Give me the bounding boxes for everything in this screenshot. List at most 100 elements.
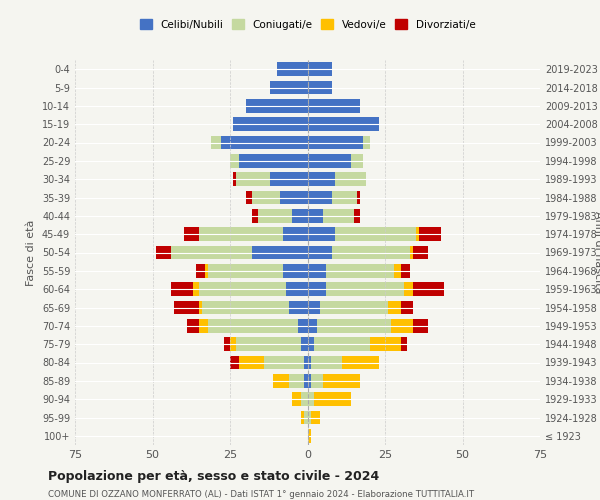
Bar [308,172,335,186]
Bar [171,282,193,296]
Bar [233,118,308,131]
Bar [326,264,394,278]
Bar [323,209,354,222]
Bar [332,190,357,204]
Bar [171,246,252,260]
Bar [280,190,308,204]
Bar [252,190,280,204]
Bar [193,282,199,296]
Bar [230,356,239,370]
Bar [199,319,208,332]
Bar [416,228,419,241]
Bar [196,264,205,278]
Bar [271,172,308,186]
Bar [326,282,404,296]
Bar [401,300,413,314]
Bar [413,319,428,332]
Bar [351,154,363,168]
Bar [404,282,413,296]
Bar [224,338,230,351]
Bar [286,282,308,296]
Bar [308,154,351,168]
Bar [236,338,301,351]
Bar [274,374,289,388]
Text: COMUNE DI OZZANO MONFERRATO (AL) - Dati ISTAT 1° gennaio 2024 - Elaborazione TUT: COMUNE DI OZZANO MONFERRATO (AL) - Dati … [48,490,474,499]
Bar [308,99,360,112]
Bar [314,338,370,351]
Bar [187,319,199,332]
Bar [289,300,308,314]
Bar [184,228,199,241]
Bar [233,172,236,186]
Bar [308,80,332,94]
Bar [208,264,283,278]
Bar [292,392,301,406]
Bar [277,62,308,76]
Bar [308,264,326,278]
Bar [245,99,308,112]
Bar [205,264,208,278]
Bar [308,392,314,406]
Bar [283,264,308,278]
Bar [308,319,317,332]
Bar [230,338,236,351]
Bar [258,209,292,222]
Bar [413,246,428,260]
Y-axis label: Anni di nascita: Anni di nascita [593,211,600,294]
Bar [311,410,320,424]
Bar [419,228,441,241]
Bar [292,209,308,222]
Bar [301,410,304,424]
Bar [199,282,286,296]
Bar [308,62,332,76]
Y-axis label: Fasce di età: Fasce di età [26,220,36,286]
Bar [394,264,401,278]
Bar [317,319,391,332]
Bar [391,319,413,332]
Bar [289,374,304,388]
Bar [401,264,410,278]
Bar [239,356,264,370]
Bar [304,410,308,424]
Bar [245,190,252,204]
Bar [308,374,311,388]
Bar [304,356,308,370]
Bar [335,228,416,241]
Bar [202,300,289,314]
Bar [308,246,332,260]
Bar [301,392,308,406]
Bar [308,228,335,241]
Bar [301,338,308,351]
Bar [308,190,332,204]
Bar [264,356,304,370]
Bar [298,319,308,332]
Bar [308,282,326,296]
Bar [308,136,364,149]
Text: Popolazione per età, sesso e stato civile - 2024: Popolazione per età, sesso e stato civil… [48,470,379,483]
Bar [308,209,323,222]
Bar [308,356,311,370]
Bar [357,190,360,204]
Bar [401,338,407,351]
Bar [230,154,239,168]
Bar [252,209,258,222]
Bar [410,246,413,260]
Bar [283,228,308,241]
Bar [320,300,388,314]
Bar [155,246,171,260]
Bar [308,338,314,351]
Bar [354,209,360,222]
Bar [314,392,351,406]
Bar [388,300,401,314]
Bar [364,136,370,149]
Bar [208,319,298,332]
Bar [221,136,308,149]
Bar [311,374,323,388]
Bar [252,246,308,260]
Bar [199,228,283,241]
Bar [239,154,308,168]
Bar [271,80,308,94]
Bar [308,300,320,314]
Bar [311,356,341,370]
Bar [199,300,202,314]
